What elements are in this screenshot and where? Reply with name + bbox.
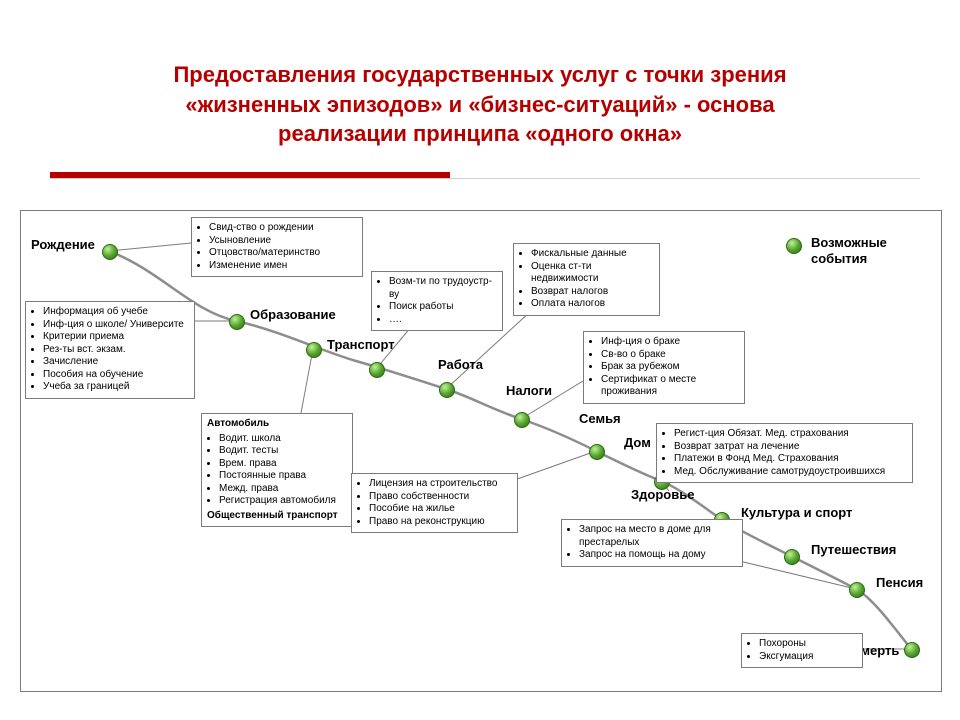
box-transport-list: Водит. школаВодит. тестыВрем. праваПосто… (207, 433, 347, 508)
box-death-item-1: Эксгумация (759, 651, 857, 664)
title-line-2: «жизненных эпизодов» и «бизнес-ситуаций»… (185, 92, 774, 117)
box-transport-item-1: Водит. тесты (219, 445, 347, 458)
node-work (369, 362, 385, 378)
box-family-item-1: Св-во о браке (601, 349, 739, 362)
box-edu-item-3: Рез-ты вст. экзам. (43, 344, 189, 357)
box-edu-item-2: Критерии приема (43, 331, 189, 344)
node-travel (784, 549, 800, 565)
box-birth-item-3: Изменение имен (209, 260, 357, 273)
box-edu-list: Информация об учебеИнф-ция о школе/ Унив… (31, 306, 189, 394)
box-birth: Свид-ство о рожденииУсыновлениеОтцовство… (191, 217, 363, 277)
node-label-birth: Рождение (31, 237, 95, 252)
box-health: Регист-ция Обязат. Мед. страхованияВозвр… (656, 423, 913, 483)
box-transport-footer: Общественный транспорт (207, 510, 347, 523)
box-death-item-0: Похороны (759, 638, 857, 651)
node-death (904, 642, 920, 658)
node-label-family: Семья (579, 411, 621, 426)
box-edu-item-0: Информация об учебе (43, 306, 189, 319)
legend-node (786, 238, 802, 254)
box-tax-list: Фискальные данныеОценка ст-ти недвижимос… (519, 248, 654, 311)
node-pension (849, 582, 865, 598)
life-episodes-diagram: Рождение Образование Транспорт Работа Налоги… (20, 210, 942, 692)
title-underline-thin (50, 178, 920, 179)
box-pension-list: Запрос на место в доме для престарелыхЗа… (567, 524, 737, 562)
title-line-3: реализации принципа «одного окна» (278, 121, 682, 146)
box-edu-item-5: Пособия на обучение (43, 369, 189, 382)
box-pension-item-1: Запрос на помощь на дому (579, 549, 737, 562)
box-tax-item-3: Оплата налогов (531, 298, 654, 311)
box-health-item-2: Платежи в Фонд Мед. Страхования (674, 453, 907, 466)
box-home: Лицензия на строительствоПраво собственн… (351, 473, 518, 533)
box-family-item-0: Инф-ция о браке (601, 336, 739, 349)
box-work-list: Возм-ти по трудоустр-вуПоиск работы…. (377, 276, 497, 326)
box-family: Инф-ция о бракеСв-во о бракеБрак за рубе… (583, 331, 745, 404)
box-work-item-0: Возм-ти по трудоустр-ву (389, 276, 497, 301)
page-title: Предоставления государственных услуг с т… (60, 60, 900, 149)
box-tax-item-0: Фискальные данные (531, 248, 654, 261)
box-family-item-2: Брак за рубежом (601, 361, 739, 374)
box-transport-item-4: Межд. права (219, 483, 347, 496)
legend-label: Возможные события (811, 235, 921, 266)
box-birth-item-2: Отцовство/материнство (209, 247, 357, 260)
box-family-list: Инф-ция о бракеСв-во о бракеБрак за рубе… (589, 336, 739, 399)
box-transport-item-2: Врем. права (219, 458, 347, 471)
box-transport-item-0: Водит. школа (219, 433, 347, 446)
box-pension: Запрос на место в доме для престарелыхЗа… (561, 519, 743, 567)
box-birth-list: Свид-ство о рожденииУсыновлениеОтцовство… (197, 222, 357, 272)
box-home-item-1: Право собственности (369, 491, 512, 504)
box-edu-item-1: Инф-ция о школе/ Университе (43, 319, 189, 332)
box-home-item-3: Право на реконструкцию (369, 516, 512, 529)
box-pension-item-0: Запрос на место в доме для престарелых (579, 524, 737, 549)
box-work-item-2: …. (389, 314, 497, 327)
node-label-work: Работа (438, 357, 483, 372)
node-label-travel: Путешествия (811, 542, 896, 557)
box-work: Возм-ти по трудоустр-вуПоиск работы…. (371, 271, 503, 331)
node-label-pension: Пенсия (876, 575, 923, 590)
box-transport: Автомобиль Водит. школаВодит. тестыВрем. … (201, 413, 353, 527)
box-health-item-0: Регист-ция Обязат. Мед. страхования (674, 428, 907, 441)
box-work-item-1: Поиск работы (389, 301, 497, 314)
box-transport-item-5: Регистрация автомобиля (219, 495, 347, 508)
box-transport-heading: Автомобиль (207, 418, 347, 431)
box-tax-item-2: Возврат налогов (531, 286, 654, 299)
box-home-item-0: Лицензия на строительство (369, 478, 512, 491)
box-death-list: ПохороныЭксгумация (747, 638, 857, 663)
node-transport (306, 342, 322, 358)
box-edu: Информация об учебеИнф-ция о школе/ Унив… (25, 301, 195, 399)
node-home (589, 444, 605, 460)
node-edu (229, 314, 245, 330)
node-label-culture: Культура и спорт (741, 505, 852, 520)
node-family (514, 412, 530, 428)
node-label-tax: Налоги (506, 383, 552, 398)
node-tax (439, 382, 455, 398)
box-home-list: Лицензия на строительствоПраво собственн… (357, 478, 512, 528)
box-family-item-3: Сертификат о месте проживания (601, 374, 739, 399)
box-health-list: Регист-ция Обязат. Мед. страхованияВозвр… (662, 428, 907, 478)
node-label-health: Здоровье (631, 487, 694, 502)
box-health-item-1: Возврат затрат на лечение (674, 441, 907, 454)
node-label-transport: Транспорт (327, 337, 395, 352)
node-label-home: Дом (624, 435, 651, 450)
box-death: ПохороныЭксгумация (741, 633, 863, 668)
box-home-item-2: Пособие на жилье (369, 503, 512, 516)
box-birth-item-0: Свид-ство о рождении (209, 222, 357, 235)
box-tax-item-1: Оценка ст-ти недвижимости (531, 261, 654, 286)
box-tax: Фискальные данныеОценка ст-ти недвижимос… (513, 243, 660, 316)
box-edu-item-4: Зачисление (43, 356, 189, 369)
box-birth-item-1: Усыновление (209, 235, 357, 248)
box-edu-item-6: Учеба за границей (43, 381, 189, 394)
box-transport-item-3: Постоянные права (219, 470, 347, 483)
node-label-edu: Образование (250, 307, 336, 322)
title-line-1: Предоставления государственных услуг с т… (173, 62, 786, 87)
node-birth (102, 244, 118, 260)
box-health-item-3: Мед. Обслуживание самотрудоустроившихся (674, 466, 907, 479)
